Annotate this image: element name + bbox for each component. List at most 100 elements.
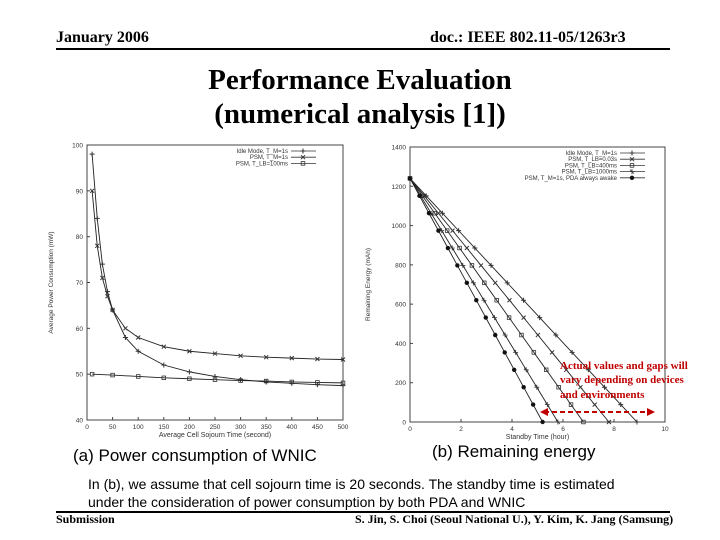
- data-point: [212, 377, 218, 382]
- data-point: [89, 151, 95, 157]
- data-point: [531, 350, 537, 355]
- data-point: [507, 297, 512, 303]
- x-tick-label: 150: [158, 424, 169, 431]
- data-point: [578, 384, 583, 390]
- y-axis-label: Average Power Consumption (mW): [48, 231, 55, 333]
- legend-marker: [300, 148, 306, 154]
- x-tick-label: 350: [261, 424, 272, 431]
- data-point: [464, 245, 470, 251]
- data-point: [161, 344, 167, 350]
- data-point: [289, 355, 295, 361]
- y-tick-label: 1200: [392, 184, 407, 191]
- data-point: [314, 382, 320, 388]
- data-point: [89, 188, 95, 194]
- x-tick-label: 0: [85, 424, 89, 431]
- data-point: [502, 332, 508, 338]
- data-point: [455, 263, 460, 268]
- data-point: [340, 357, 346, 362]
- series-2: [407, 176, 612, 425]
- data-point: [450, 228, 455, 233]
- x-tick-label: 500: [338, 424, 349, 431]
- data-point: [592, 402, 598, 407]
- data-point: [535, 332, 541, 338]
- data-point: [238, 353, 243, 359]
- data-point: [481, 297, 487, 303]
- data-point: [483, 315, 488, 320]
- legend-entry: PSM, T_LB=400ms: [565, 163, 617, 169]
- note-line-2: under the consideration of power consump…: [88, 494, 526, 510]
- data-point: [460, 262, 466, 268]
- data-point: [436, 228, 441, 233]
- y-tick-label: 1400: [392, 145, 407, 152]
- legend-marker: [629, 175, 635, 180]
- legend-entry: Idle Mode, T_M=1s: [566, 151, 617, 157]
- header-rule: [56, 48, 670, 50]
- legend-marker: [629, 163, 635, 168]
- data-point: [110, 372, 115, 378]
- data-point: [492, 315, 498, 321]
- data-point: [436, 210, 441, 216]
- annotation-line-3: and environments: [560, 389, 645, 401]
- x-tick-label: 100: [133, 424, 144, 431]
- y-tick-label: 100: [72, 143, 83, 150]
- data-point: [553, 332, 559, 338]
- series-line: [91, 154, 344, 387]
- y-axis-label: Remaining Energy (mAh): [365, 248, 372, 321]
- data-point: [135, 348, 141, 354]
- y-tick-label: 60: [76, 326, 84, 333]
- x-tick-label: 50: [109, 424, 117, 431]
- data-point: [263, 354, 269, 360]
- data-point: [513, 349, 519, 355]
- data-point: [493, 332, 498, 338]
- series-line: [92, 373, 344, 384]
- data-point: [618, 402, 624, 408]
- data-point: [456, 228, 462, 234]
- data-point: [123, 325, 128, 331]
- data-point: [519, 332, 524, 338]
- data-point: [563, 367, 569, 373]
- data-point: [94, 215, 100, 221]
- data-point: [99, 261, 105, 267]
- footer-rule: [56, 511, 670, 513]
- data-point: [556, 385, 561, 390]
- x-tick-label: 10: [661, 426, 669, 433]
- y-tick-label: 600: [395, 302, 406, 309]
- data-point: [100, 275, 105, 281]
- series-5: [407, 176, 545, 425]
- data-point: [444, 228, 450, 233]
- title-line-1: Performance Evaluation: [208, 64, 512, 96]
- data-point: [238, 378, 243, 383]
- data-point: [340, 380, 346, 386]
- data-point: [569, 349, 575, 355]
- legend-entry: PSM, T_LB=100ms: [236, 161, 288, 167]
- legend-entry: PSM, T_M=1s, PDA always awake: [525, 176, 618, 182]
- header-date: January 2006: [56, 29, 149, 46]
- data-point: [634, 419, 640, 425]
- data-point: [110, 307, 115, 313]
- data-point: [89, 371, 95, 377]
- series-3: [89, 371, 346, 386]
- data-point: [445, 245, 451, 251]
- title-line-2: (numerical analysis [1]): [214, 98, 506, 130]
- x-tick-label: 400: [286, 424, 297, 431]
- x-tick-label: 450: [312, 424, 323, 431]
- data-point: [504, 280, 510, 286]
- x-axis-label: Standby Time (hour): [506, 434, 569, 441]
- x-tick-label: 200: [184, 424, 195, 431]
- legend-marker: [300, 154, 306, 160]
- legend-marker: [629, 156, 635, 162]
- legend-entry: PSM, T_M=1s: [250, 155, 288, 161]
- data-point: [478, 263, 484, 268]
- data-point: [585, 367, 591, 373]
- data-point: [544, 402, 550, 408]
- data-point: [417, 193, 422, 199]
- data-point: [457, 245, 462, 251]
- data-point: [315, 356, 320, 362]
- data-point: [540, 419, 545, 425]
- plot-frame: [409, 146, 666, 423]
- series-1: [89, 151, 346, 389]
- data-point: [534, 384, 540, 390]
- legend-marker: [300, 161, 306, 166]
